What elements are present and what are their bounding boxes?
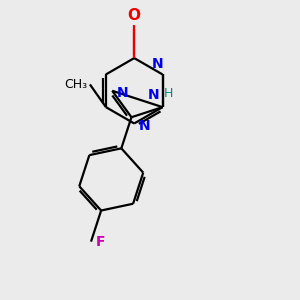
Text: N: N <box>148 88 160 102</box>
Text: F: F <box>95 235 105 249</box>
Text: N: N <box>117 86 128 100</box>
Text: N: N <box>152 57 163 71</box>
Text: N: N <box>139 119 150 133</box>
Text: CH₃: CH₃ <box>64 78 87 91</box>
Text: O: O <box>128 8 141 23</box>
Text: H: H <box>164 87 173 100</box>
